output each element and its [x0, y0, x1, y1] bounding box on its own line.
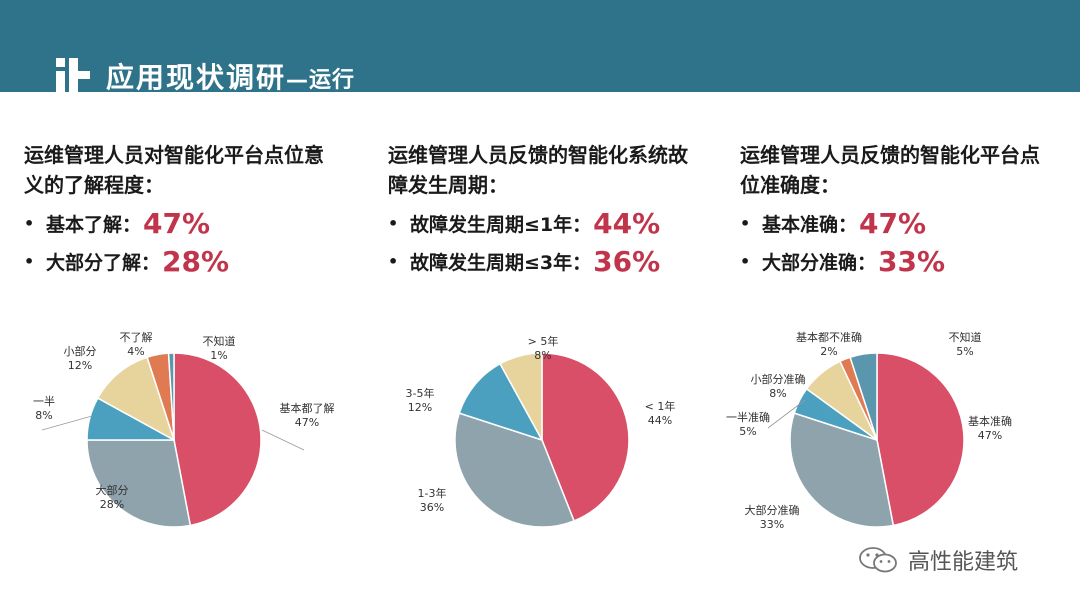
pie-slice — [849, 352, 878, 441]
bullet-icon: • — [388, 251, 399, 271]
leader-line — [261, 429, 305, 451]
pie-slice — [86, 439, 192, 528]
page-subtitle: —运行 — [286, 68, 356, 93]
page-title: 应用现状调研—运行 — [106, 56, 355, 96]
slice-name-label: 不知道 — [203, 334, 236, 348]
slice-value-label: 47% — [978, 429, 1002, 442]
stat-value: 47% — [143, 206, 211, 240]
stat-value: 33% — [878, 244, 946, 278]
bullet-icon: • — [388, 213, 399, 233]
leader-line — [767, 399, 806, 429]
stat-item: • 基本了解： 47% — [24, 204, 334, 242]
bullet-icon: • — [24, 213, 35, 233]
slice-value-label: 12% — [68, 359, 92, 372]
slice-value-label: 5% — [739, 425, 756, 438]
slice-value-label: 33% — [760, 518, 784, 531]
stat-item: • 基本准确： 47% — [740, 204, 1050, 242]
column-heading: 运维管理人员反馈的智能化系统故障发生周期： — [388, 143, 688, 197]
stat-label: 故障发生周期≤1年： — [410, 213, 592, 236]
column-accuracy: 运维管理人员反馈的智能化平台点位准确度： • 基本准确： 47% • 大部分准确… — [740, 140, 1050, 280]
stat-value: 36% — [593, 244, 661, 278]
slice-name-label: < 1年 — [645, 399, 676, 413]
slice-value-label: 1% — [210, 349, 227, 362]
bullet-icon: • — [24, 251, 35, 271]
slice-name-label: 小部分准确 — [751, 372, 806, 386]
stat-item: • 故障发生周期≤1年： 44% — [388, 204, 698, 242]
pie-slice — [789, 412, 895, 528]
column-heading: 运维管理人员对智能化平台点位意义的了解程度： — [24, 143, 324, 197]
stat-label: 大部分了解： — [46, 251, 161, 274]
slice-name-label: 不了解 — [120, 330, 153, 344]
slice-value-label: 4% — [127, 345, 144, 358]
pie-slice — [173, 352, 262, 527]
slice-value-label: 28% — [100, 498, 124, 511]
slice-value-label: 2% — [820, 345, 837, 358]
slice-name-label: > 5年 — [528, 334, 559, 348]
slice-name-label: 一半准确 — [726, 410, 770, 424]
slice-name-label: 1-3年 — [418, 486, 447, 500]
pie-slice — [458, 362, 544, 442]
slice-name-label: 大部分准确 — [745, 503, 800, 517]
slice-value-label: 5% — [956, 345, 973, 358]
slice-name-label: 大部分 — [96, 483, 129, 497]
title-banner: 应用现状调研—运行 — [0, 0, 1080, 94]
stat-value: 28% — [162, 244, 230, 278]
stat-label: 大部分准确： — [762, 251, 877, 274]
stat-label: 基本了解： — [46, 213, 142, 236]
stat-value: 44% — [593, 206, 661, 240]
column-failure-cycle: 运维管理人员反馈的智能化系统故障发生周期： • 故障发生周期≤1年： 44% •… — [388, 140, 698, 280]
column-understanding: 运维管理人员对智能化平台点位意义的了解程度： • 基本了解： 47% • 大部分… — [24, 140, 334, 280]
slice-value-label: 12% — [408, 401, 432, 414]
slice-name-label: 基本都了解 — [280, 401, 335, 415]
slice-name-label: 基本准确 — [968, 414, 1012, 428]
pie-slice — [454, 412, 576, 528]
stat-item: • 大部分了解： 28% — [24, 242, 334, 280]
slice-value-label: 8% — [534, 349, 551, 362]
pie-slice — [541, 352, 630, 522]
slice-name-label: 小部分 — [64, 344, 97, 358]
slice-value-label: 8% — [769, 387, 786, 400]
stat-item: • 大部分准确： 33% — [740, 242, 1050, 280]
page-title-main: 应用现状调研 — [106, 61, 287, 94]
pie-slice — [876, 352, 965, 527]
pie-slice — [499, 352, 543, 441]
slice-name-label: 3-5年 — [406, 386, 435, 400]
stat-item: • 故障发生周期≤3年： 36% — [388, 242, 698, 280]
slice-value-label: 8% — [35, 409, 52, 422]
pie-slice — [96, 356, 176, 442]
wechat-icon — [859, 547, 897, 573]
bullet-icon: • — [740, 213, 751, 233]
stat-label: 基本准确： — [762, 213, 858, 236]
slice-name-label: 不知道 — [949, 330, 982, 344]
watermark-text: 高性能建筑 — [908, 550, 1019, 575]
stat-value: 47% — [859, 206, 927, 240]
slice-name-label: 基本都不准确 — [796, 330, 862, 344]
column-heading: 运维管理人员反馈的智能化平台点位准确度： — [740, 143, 1040, 197]
watermark: 高性能建筑 — [858, 545, 1018, 575]
slice-value-label: 36% — [420, 501, 444, 514]
pie-slice — [167, 352, 175, 441]
leader-line — [41, 415, 93, 431]
slice-name-label: 一半 — [33, 394, 55, 408]
stat-label: 故障发生周期≤3年： — [410, 251, 592, 274]
bullet-icon: • — [740, 251, 751, 271]
logo-icon — [56, 58, 90, 92]
slice-value-label: 44% — [648, 414, 672, 427]
slice-value-label: 47% — [295, 416, 319, 429]
